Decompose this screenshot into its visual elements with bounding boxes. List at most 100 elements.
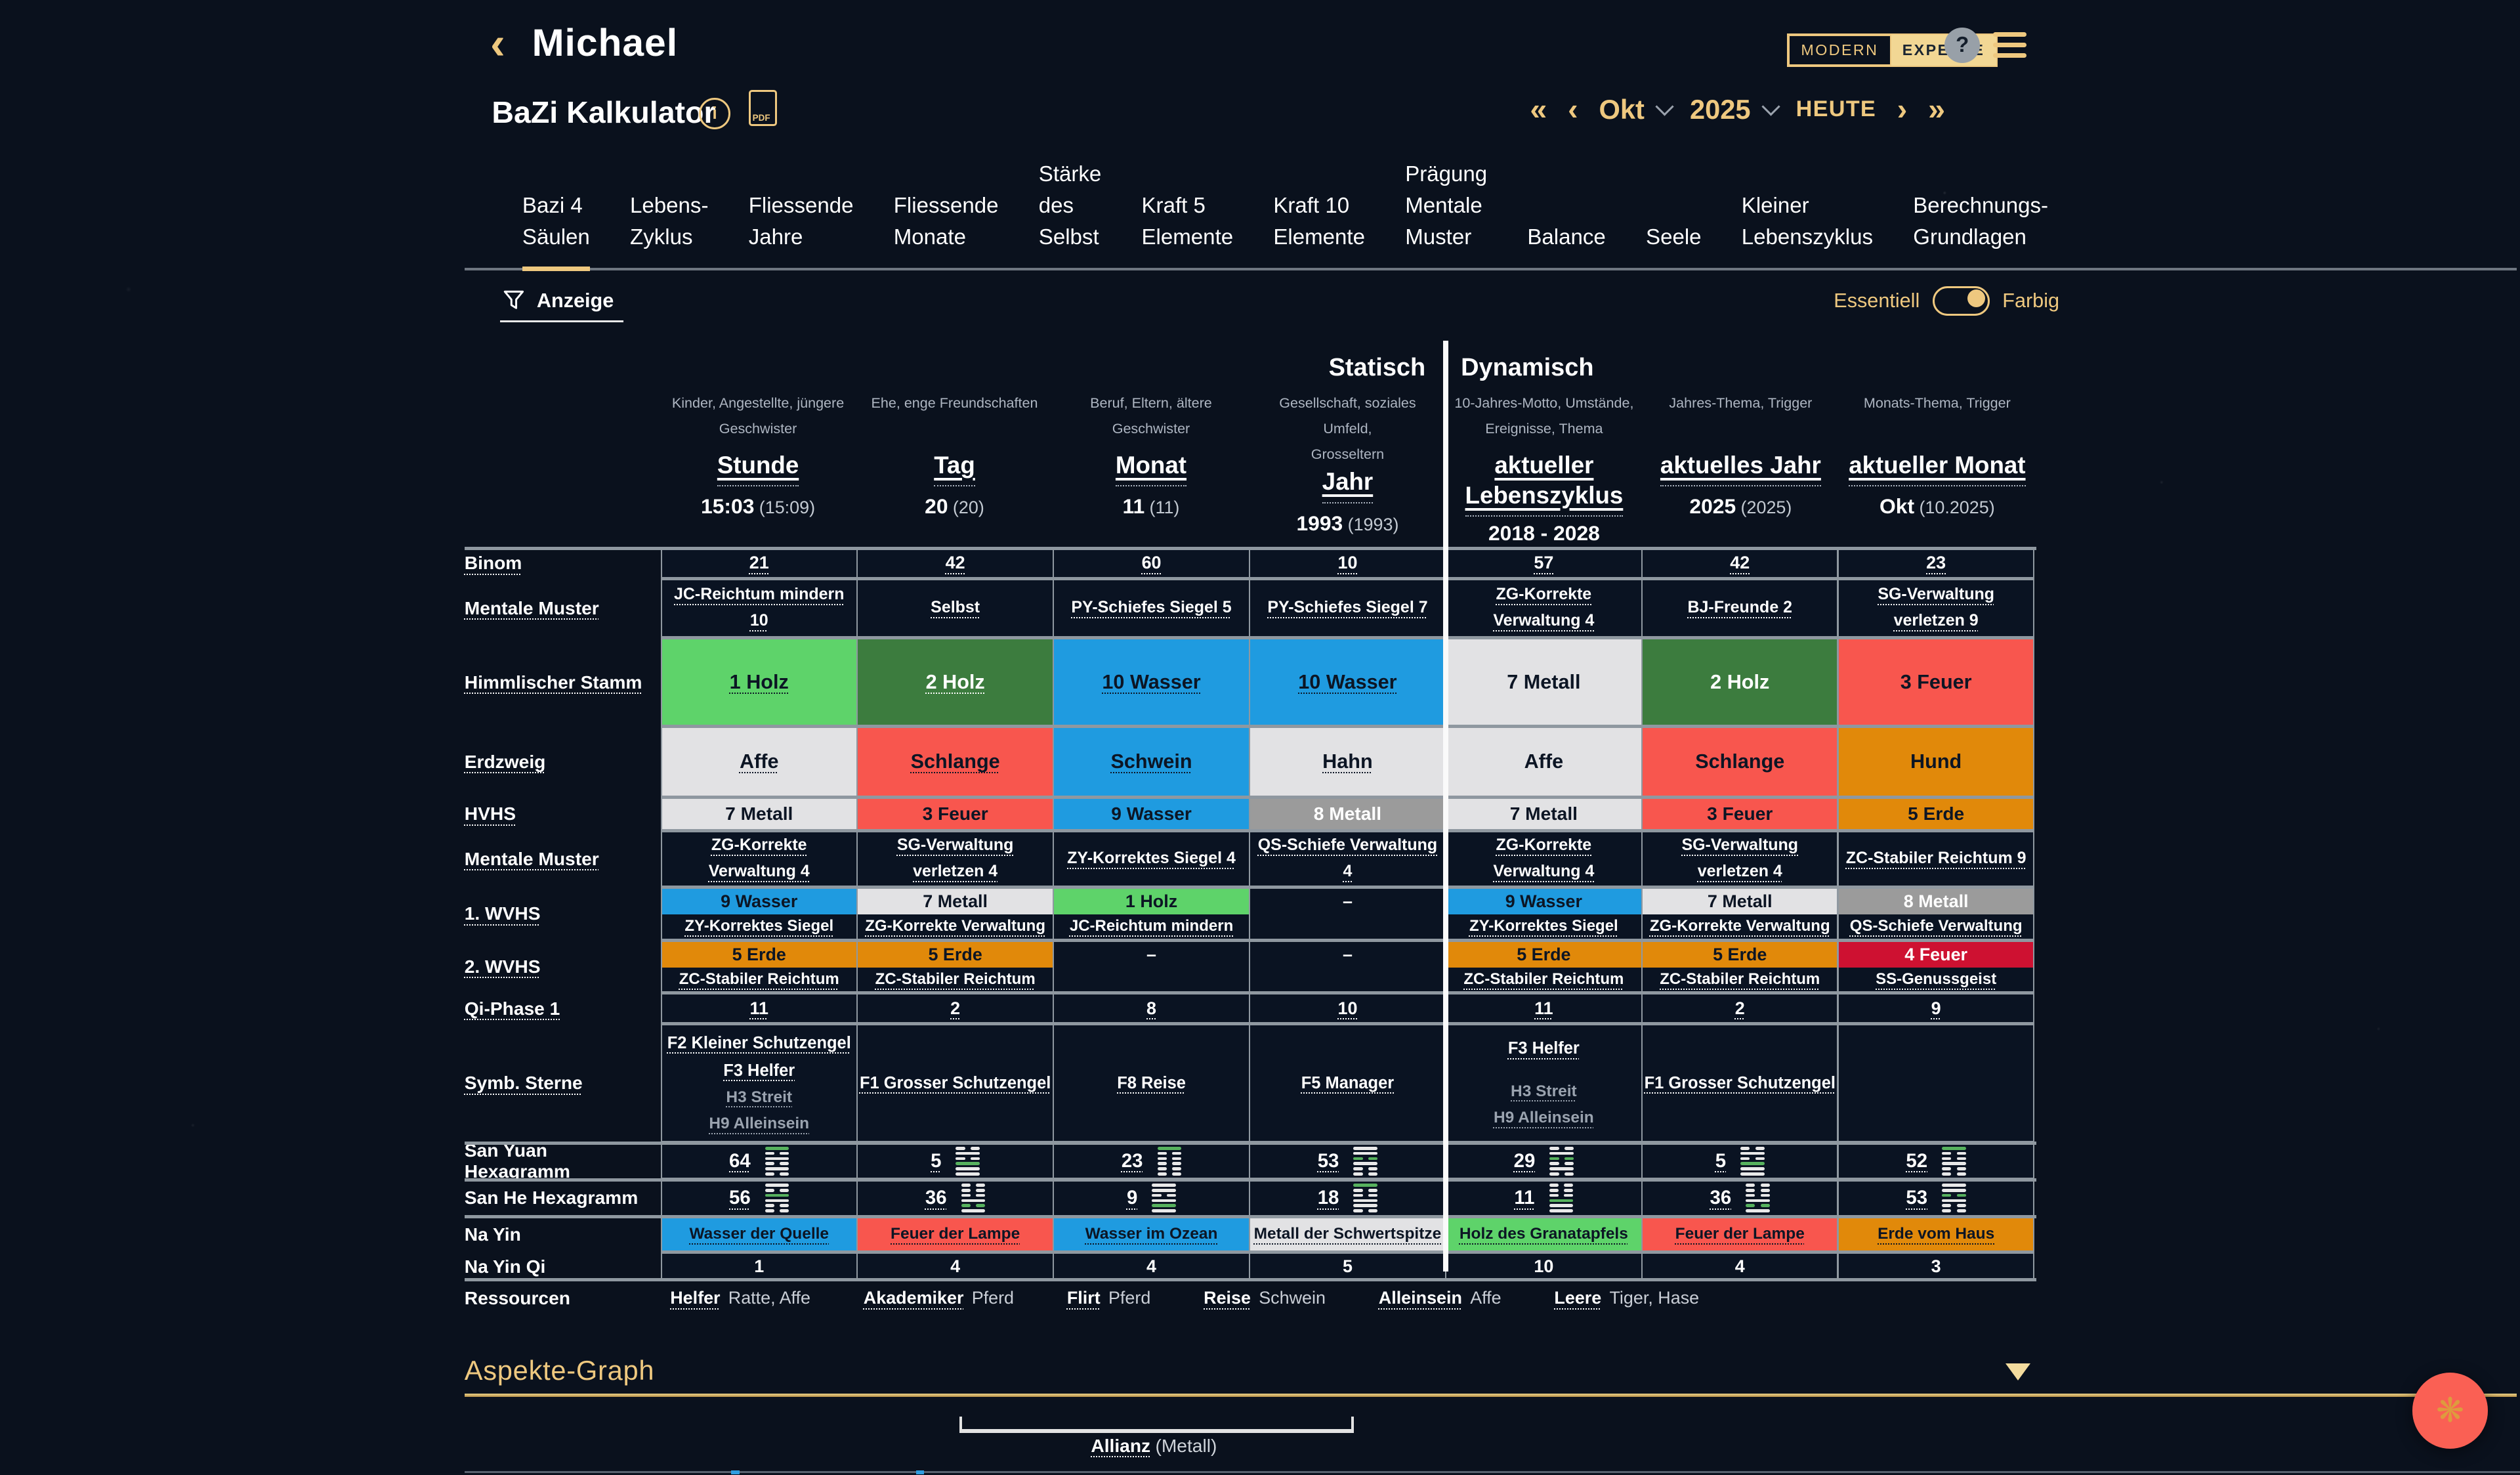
wvhs-label-link[interactable]: ZG-Korrekte Verwaltung <box>1643 914 1838 939</box>
ressource-link[interactable]: Flirt <box>1066 1288 1101 1308</box>
wvhs-label-link[interactable]: ZC-Stabiler Reichtum <box>662 967 856 992</box>
qi-phase-value[interactable]: 11 <box>1446 994 1641 1022</box>
star-link[interactable]: F3 Helfer <box>723 1061 795 1080</box>
qi-phase-value[interactable]: 2 <box>1643 994 1838 1022</box>
back-button[interactable]: ‹ <box>490 20 505 66</box>
mental-pattern-link[interactable]: ZY-Korrektes Siegel 4 <box>1067 849 1236 868</box>
info-icon[interactable]: i <box>699 98 730 129</box>
star-link[interactable]: F1 Grosser Schutzengel <box>859 1073 1051 1092</box>
star-link[interactable]: H9 Alleinsein <box>709 1115 810 1132</box>
ressource-link[interactable]: Helfer <box>670 1288 721 1308</box>
wvhs-label-link[interactable]: JC-Reichtum mindern <box>1054 914 1249 939</box>
binom-value[interactable]: 23 <box>1838 549 2034 577</box>
row-label-himmlischer-stamm[interactable]: Himmlischer Stamm <box>464 672 642 693</box>
tab-berechnungs-grundlagen[interactable]: Berechnungs- Grundlagen <box>1913 194 2048 250</box>
hexagram-number[interactable]: 52 <box>1906 1149 1928 1172</box>
mode-modern[interactable]: MODERN <box>1788 35 1891 66</box>
row-label-hvhs[interactable]: HVHS <box>464 803 516 824</box>
stamm-cell[interactable]: 2 Holz <box>858 639 1053 725</box>
mental-pattern-link[interactable]: ZG-Korrekte Verwaltung 4 <box>1493 836 1595 881</box>
qi-phase-value[interactable]: 8 <box>1054 994 1249 1022</box>
column-title-link[interactable]: aktuelles Jahr <box>1660 451 1821 479</box>
hexagram-number[interactable]: 11 <box>1514 1187 1535 1209</box>
star-link[interactable]: H3 Streit <box>1511 1082 1577 1100</box>
nayin-cell[interactable]: Feuer der Lampe <box>1643 1218 1838 1251</box>
binom-value[interactable]: 21 <box>662 549 856 577</box>
wvhs-label-link[interactable]: QS-Schiefe Verwaltung <box>1838 914 2034 939</box>
row-label-2-wvhs[interactable]: 2. WVHS <box>464 956 541 977</box>
tab-kraft-10-elemente[interactable]: Kraft 10 Elemente <box>1273 194 1365 250</box>
mental-pattern-link[interactable]: ZG-Korrekte Verwaltung 4 <box>708 836 810 881</box>
farbig-toggle[interactable] <box>1932 286 1990 316</box>
star-link[interactable]: F8 Reise <box>1117 1073 1186 1092</box>
binom-value[interactable]: 42 <box>858 549 1053 577</box>
column-title-link[interactable]: Monat <box>1115 451 1187 479</box>
row-label-binom[interactable]: Binom <box>464 553 522 574</box>
help-button[interactable]: ? <box>1944 27 1981 63</box>
column-title-link[interactable]: Stunde <box>717 451 799 479</box>
pdf-export-icon[interactable]: PDF <box>749 90 777 127</box>
mental-pattern-link[interactable]: SG-Verwaltung verletzen 9 <box>1878 585 1994 630</box>
tab-bazi-4-saeulen[interactable]: Bazi 4 Säulen <box>522 190 590 272</box>
today-button[interactable]: HEUTE <box>1796 96 1876 122</box>
tab-seele[interactable]: Seele <box>1646 225 1702 250</box>
qi-phase-value[interactable]: 9 <box>1838 994 2034 1022</box>
star-link[interactable]: F1 Grosser Schutzengel <box>1644 1073 1836 1092</box>
hexagram-number[interactable]: 56 <box>729 1187 751 1209</box>
wvhs-label-link[interactable]: ZC-Stabiler Reichtum <box>1643 967 1838 992</box>
hexagram-number[interactable]: 23 <box>1121 1149 1143 1172</box>
year-select[interactable]: 2025 <box>1690 94 1780 125</box>
allianz-link[interactable]: Allianz <box>1091 1435 1151 1456</box>
mental-pattern-link[interactable]: ZG-Korrekte Verwaltung 4 <box>1493 585 1595 630</box>
hexagram-number[interactable]: 36 <box>925 1187 947 1209</box>
row-label-erdzweig[interactable]: Erdzweig <box>464 751 546 772</box>
wvhs-label-link[interactable]: ZG-Korrekte Verwaltung <box>858 914 1053 939</box>
erdzweig-cell[interactable]: Schlange <box>858 727 1053 796</box>
star-link[interactable]: H3 Streit <box>726 1088 793 1106</box>
wvhs-label-link[interactable]: ZC-Stabiler Reichtum <box>1446 967 1641 992</box>
mental-pattern-link[interactable]: ZC-Stabiler Reichtum 9 <box>1845 849 2026 868</box>
wvhs-label-link[interactable]: SS-Genussgeist <box>1838 967 2034 992</box>
mental-pattern-link[interactable]: SG-Verwaltung verletzen 4 <box>1681 836 1799 881</box>
anzeige-filter-button[interactable]: Anzeige <box>499 289 623 323</box>
erdzweig-cell[interactable]: Schwein <box>1054 727 1249 796</box>
nayin-cell[interactable]: Metall der Schwertspitze <box>1250 1218 1445 1251</box>
ressource-link[interactable]: Reise <box>1204 1288 1251 1308</box>
star-link[interactable]: F3 Helfer <box>1507 1039 1580 1058</box>
binom-value[interactable]: 60 <box>1054 549 1249 577</box>
hexagram-number[interactable]: 64 <box>729 1149 751 1172</box>
star-link[interactable]: F2 Kleiner Schutzengel <box>667 1033 851 1052</box>
hexagram-number[interactable]: 29 <box>1513 1149 1536 1172</box>
collapse-triangle-icon[interactable] <box>2006 1363 2031 1380</box>
qi-phase-value[interactable]: 10 <box>1250 994 1445 1022</box>
column-title-link[interactable]: aktueller Monat <box>1849 451 2026 479</box>
binom-value[interactable]: 10 <box>1250 549 1445 577</box>
nayin-cell[interactable]: Erde vom Haus <box>1838 1218 2034 1251</box>
star-link[interactable]: H9 Alleinsein <box>1493 1109 1594 1127</box>
nayin-cell[interactable]: Wasser im Ozean <box>1054 1218 1249 1251</box>
last-page-icon[interactable]: » <box>1928 92 1945 127</box>
row-label-mentale-muster[interactable]: Mentale Muster <box>464 597 599 618</box>
column-title-link[interactable]: Tag <box>934 451 975 479</box>
prev-icon[interactable]: ‹ <box>1568 92 1578 127</box>
mental-pattern-link[interactable]: JC-Reichtum mindern 10 <box>674 585 845 630</box>
wvhs-label-link[interactable]: ZY-Korrektes Siegel <box>662 914 856 939</box>
nayin-cell[interactable]: Feuer der Lampe <box>858 1218 1053 1251</box>
row-label-mentale-muster-2[interactable]: Mentale Muster <box>464 848 599 869</box>
erdzweig-cell[interactable]: Hahn <box>1250 727 1445 796</box>
ressource-link[interactable]: Alleinsein <box>1378 1288 1462 1308</box>
floating-action-button[interactable]: ❋ <box>2412 1373 2488 1449</box>
nayin-cell[interactable]: Holz des Granatapfels <box>1446 1218 1641 1251</box>
hexagram-number[interactable]: 36 <box>1710 1187 1732 1209</box>
qi-phase-value[interactable]: 11 <box>662 994 856 1022</box>
binom-value[interactable]: 57 <box>1446 549 1641 577</box>
row-label-1-wvhs[interactable]: 1. WVHS <box>464 903 541 924</box>
hexagram-number[interactable]: 9 <box>1126 1187 1138 1209</box>
hexagram-number[interactable]: 18 <box>1317 1187 1339 1209</box>
stamm-cell[interactable]: 1 Holz <box>662 639 856 725</box>
hexagram-number[interactable]: 53 <box>1317 1149 1339 1172</box>
hexagram-number[interactable]: 5 <box>931 1149 942 1172</box>
wvhs-label-link[interactable]: ZY-Korrektes Siegel <box>1446 914 1641 939</box>
mode-experte[interactable]: EXPERTE <box>1902 41 1985 59</box>
row-label-symb-sterne[interactable]: Symb. Sterne <box>464 1073 583 1094</box>
